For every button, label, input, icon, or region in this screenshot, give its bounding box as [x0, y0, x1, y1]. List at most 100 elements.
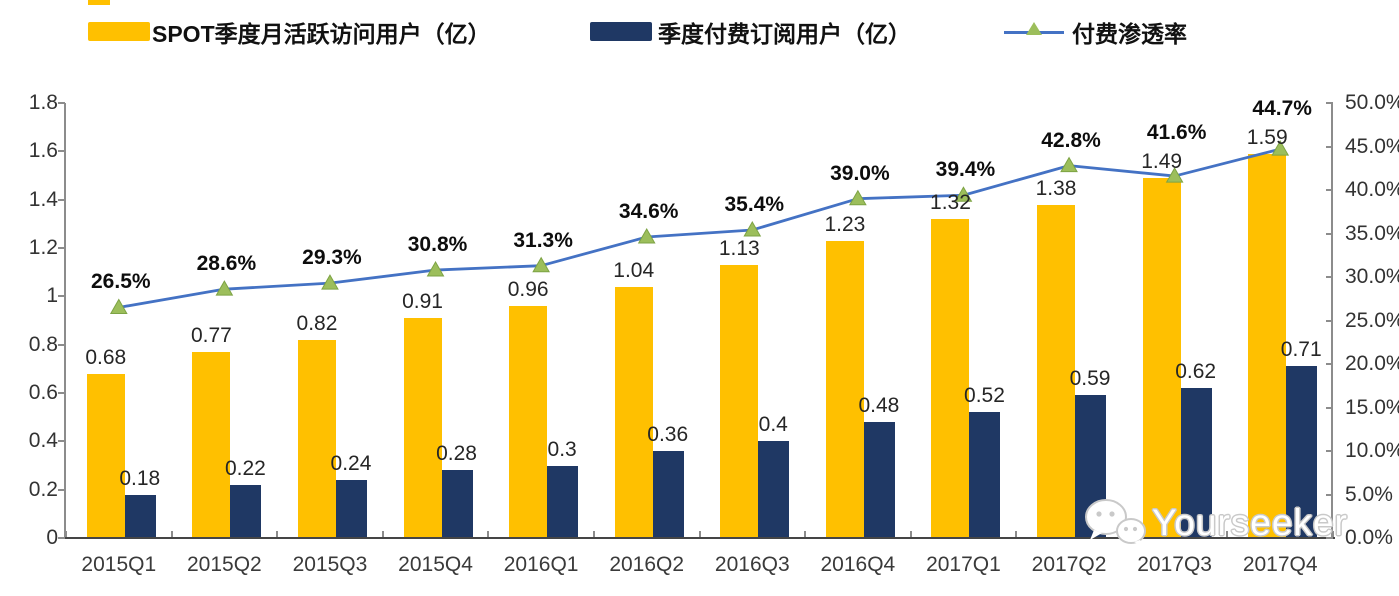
subs-bar — [124, 494, 156, 538]
right-axis-tick — [1326, 450, 1333, 452]
penetration-marker-icon — [109, 298, 128, 314]
left-axis-tick-label: 0 — [46, 526, 58, 549]
subs-value-label: 0.71 — [1280, 338, 1322, 362]
left-axis-tick-label: 0.8 — [28, 332, 58, 356]
right-axis-tick-label: 0.0% — [1345, 526, 1393, 549]
right-axis-tick — [1326, 232, 1333, 235]
mau-bar — [86, 373, 125, 538]
subs-value-label: 0.28 — [436, 442, 477, 466]
right-axis-tick — [1326, 145, 1333, 148]
subs-bar — [969, 412, 1001, 538]
right-axis-tick-label: 20.0% — [1345, 352, 1399, 375]
x-axis-tick — [170, 531, 173, 537]
right-axis-tick — [1326, 363, 1333, 365]
left-axis-tick-label: 1.6 — [28, 139, 58, 163]
right-axis-tick-label: 50.0% — [1345, 91, 1399, 114]
right-axis-tick — [1326, 189, 1333, 191]
x-axis-tick — [804, 531, 807, 537]
mau-value-label: 1.04 — [613, 258, 655, 282]
x-axis-tick — [381, 531, 384, 537]
right-axis-tick-label: 25.0% — [1345, 308, 1399, 332]
x-axis-label: 2017Q3 — [1137, 553, 1212, 576]
x-axis-label: 2016Q3 — [714, 553, 790, 576]
mau-value-label: 1.49 — [1141, 149, 1183, 173]
subs-value-label: 0.4 — [758, 413, 788, 437]
legend-triangle-marker-icon — [1026, 22, 1042, 35]
legend-swatch-subscribers — [590, 22, 652, 41]
penetration-label: 39.4% — [935, 158, 996, 182]
penetration-marker-icon — [426, 261, 445, 277]
subs-value-label: 0.62 — [1175, 360, 1217, 384]
left-axis-tick-label: 0.6 — [28, 381, 58, 404]
x-axis — [64, 537, 1335, 539]
right-axis-tick-label: 15.0% — [1345, 395, 1399, 419]
legend-label-penetration: 付费渗透率 — [1072, 21, 1187, 47]
mau-bar — [403, 318, 442, 538]
left-axis-tick — [58, 295, 65, 298]
penetration-marker-icon — [849, 189, 867, 206]
mau-value-label: 0.82 — [296, 311, 338, 335]
subs-value-label: 0.3 — [547, 437, 577, 461]
penetration-label: 26.5% — [91, 270, 151, 294]
left-axis-tick — [58, 392, 65, 394]
left-axis-tick-label: 1 — [46, 284, 58, 308]
mau-bar — [297, 339, 336, 538]
left-axis-tick — [58, 150, 65, 153]
mau-value-label: 1.32 — [930, 191, 971, 214]
x-axis-label: 2017Q1 — [926, 553, 1001, 576]
x-axis-label: 2017Q4 — [1242, 553, 1318, 576]
x-axis-label: 2015Q3 — [292, 553, 368, 576]
subs-value-label: 0.48 — [858, 394, 900, 417]
subs-value-label: 0.52 — [964, 384, 1005, 408]
right-axis-tick-label: 5.0% — [1345, 482, 1393, 506]
subs-bar — [441, 470, 473, 538]
mau-bar — [192, 351, 231, 538]
left-axis-tick — [58, 198, 65, 201]
subs-value-label: 0.36 — [647, 423, 689, 446]
left-axis-tick — [58, 247, 65, 249]
right-axis-tick-label: 40.0% — [1345, 178, 1399, 201]
subs-bar — [1286, 366, 1318, 538]
x-axis-tick — [1015, 531, 1018, 537]
left-axis-tick — [58, 343, 65, 346]
penetration-marker-icon — [1060, 156, 1078, 173]
penetration-label: 31.3% — [513, 228, 573, 252]
subs-bar — [863, 422, 895, 538]
right-axis-tick-label: 35.0% — [1345, 221, 1399, 245]
subs-value-label: 0.24 — [330, 452, 372, 475]
left-axis-tick-label: 1.2 — [28, 236, 58, 259]
wechat-icon — [1085, 499, 1146, 547]
mau-bar — [825, 240, 864, 538]
left-axis-tick-label: 1.4 — [28, 187, 58, 211]
left-axis-tick-label: 1.8 — [28, 91, 58, 114]
right-axis-tick — [1326, 276, 1333, 278]
penetration-label: 29.3% — [302, 246, 362, 270]
left-axis-tick-label: 0.4 — [28, 429, 58, 453]
right-axis-tick — [1326, 102, 1333, 104]
mau-value-label: 1.23 — [824, 212, 866, 236]
x-axis-label: 2016Q4 — [820, 553, 896, 576]
legend-label-subscribers: 季度付费订阅用户（亿） — [658, 21, 911, 47]
x-axis-label: 2015Q2 — [187, 553, 262, 576]
mau-bar — [720, 264, 759, 538]
subs-bar — [547, 465, 579, 538]
penetration-line — [118, 147, 1281, 309]
mau-value-label: 1.13 — [718, 236, 760, 260]
penetration-label: 42.8% — [1041, 128, 1101, 152]
left-axis-tick — [58, 440, 65, 443]
watermark-text: Yourseeker — [1152, 502, 1348, 543]
legend-label-mau: SPOT季度月活跃访问用户（亿） — [152, 21, 491, 47]
penetration-label: 28.6% — [196, 252, 257, 276]
mau-value-label: 0.91 — [402, 290, 443, 314]
cropped-yellow-sliver — [88, 0, 110, 5]
penetration-label: 30.8% — [407, 233, 468, 257]
mau-bar — [931, 219, 970, 538]
x-axis-label: 2016Q2 — [609, 553, 685, 576]
x-axis-tick — [487, 531, 490, 537]
penetration-marker-icon — [532, 256, 550, 273]
x-axis-label: 2015Q4 — [398, 553, 473, 576]
right-axis-tick-label: 30.0% — [1345, 265, 1399, 288]
mau-value-label: 0.68 — [85, 345, 127, 369]
x-axis-label: 2015Q1 — [81, 553, 157, 576]
